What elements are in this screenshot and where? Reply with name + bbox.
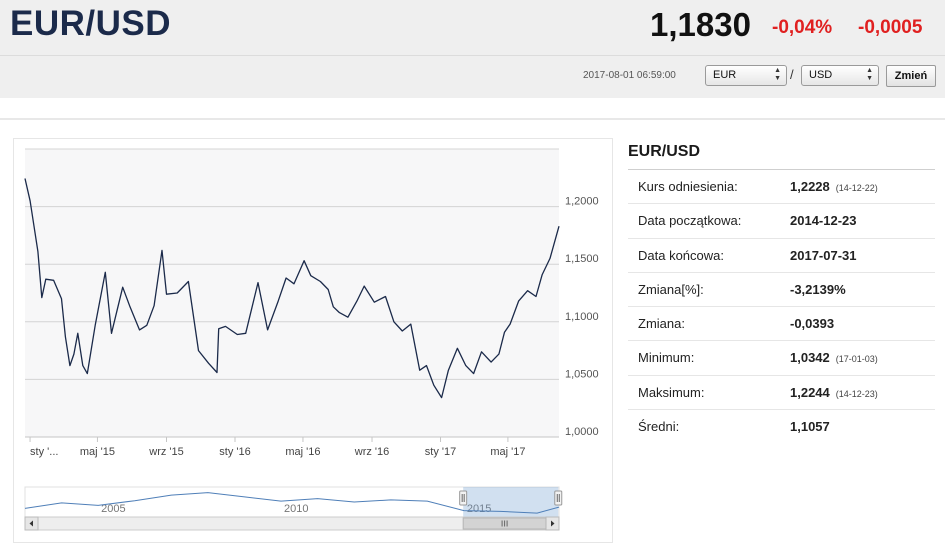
stats-value: 1,1057: [790, 419, 830, 435]
price-chart[interactable]: 1,0000 1,0500 1,1000 1,1500 1,2000 sty '... ma…: [14, 139, 614, 544]
stats-value: 1,0342: [790, 350, 830, 366]
y-tick-label: 1,1000: [565, 311, 599, 323]
to-currency-select[interactable]: USD ▲ ▼: [801, 65, 879, 86]
stats-row: Data końcowa: 2017-07-31: [628, 239, 935, 273]
price-series-line: [24, 178, 560, 399]
x-tick-label: maj '17: [490, 446, 525, 458]
content-area: [0, 118, 945, 547]
stats-value: 1,2244: [790, 384, 830, 400]
current-price: 1,1830: [650, 6, 751, 43]
stats-title: EUR/USD: [628, 143, 701, 160]
currency-separator: /: [790, 67, 794, 82]
change-percent: -0,04%: [772, 17, 833, 38]
from-currency-select[interactable]: EUR ▲ ▼: [705, 65, 787, 86]
change-absolute: -0,0005: [858, 17, 923, 38]
stats-row: Minimum: 1,0342 (17-01-03): [628, 341, 935, 376]
header-divider: [0, 55, 945, 56]
x-tick-label: sty '17: [425, 446, 456, 458]
x-tick-label: maj '15: [80, 446, 115, 458]
stats-value: -0,0393: [790, 316, 835, 332]
stats-date: (14-12-23): [835, 388, 878, 399]
y-tick-label: 1,0000: [565, 426, 599, 438]
stats-date: (14-12-22): [835, 183, 878, 193]
y-tick-label: 1,1500: [565, 253, 599, 265]
stats-date: (17-01-03): [835, 354, 878, 365]
x-tick-label: maj '16: [285, 446, 320, 458]
x-tick-label: wrz '15: [148, 446, 184, 458]
x-tick-label: sty '...: [30, 446, 58, 458]
stats-value: 2014-12-23: [790, 213, 857, 229]
navigator-label: 2015: [467, 503, 491, 515]
quote-timestamp: 2017-08-01 06:59:00: [583, 70, 676, 81]
navigator-label: 2010: [284, 503, 308, 515]
change-button[interactable]: Zmień: [886, 65, 936, 87]
stats-row: Kurs odniesienia: 1,2228 (14-12-22): [628, 170, 935, 205]
stats-value: -3,2139%: [790, 281, 846, 297]
stats-label: Minimum:: [638, 350, 695, 366]
navigator-handle[interactable]: [554, 490, 563, 506]
navigator-label: 2005: [101, 503, 125, 515]
chevron-right-icon: [551, 520, 555, 527]
stats-value: 2017-07-31: [790, 247, 857, 263]
stats-label: Zmiana[%]:: [638, 281, 704, 297]
stats-label: Data początkowa:: [638, 213, 742, 229]
page-title: EUR/USD: [10, 4, 172, 43]
stats-row: Maksimum: 1,2244 (14-12-23): [628, 376, 935, 411]
plot-background: [25, 149, 559, 437]
stats-value: 1,2228: [790, 179, 830, 194]
stats-row: Zmiana[%]: -3,2139%: [628, 273, 935, 308]
stats-label: Data końcowa:: [638, 247, 724, 263]
chevron-left-icon: [29, 520, 33, 527]
stats-row: Średni: 1,1057: [628, 410, 935, 444]
to-currency-value: USD: [809, 69, 833, 81]
x-tick-label: wrz '16: [354, 446, 390, 458]
x-tick-label: sty '16: [219, 446, 250, 458]
stats-label: Maksimum:: [638, 384, 705, 400]
stats-row: Zmiana: -0,0393: [628, 307, 935, 342]
y-tick-label: 1,2000: [565, 196, 599, 208]
header-bar: EUR/USD 1,1830 -0,04% -0,0005 2017-08-01…: [0, 0, 945, 98]
stats-table: Kurs odniesienia: 1,2228 (14-12-22) Data p…: [628, 170, 935, 444]
stats-row: Data początkowa: 2014-12-23: [628, 204, 935, 239]
navigator-handle[interactable]: [459, 490, 468, 506]
stats-label: Zmiana:: [638, 316, 685, 332]
from-currency-value: EUR: [713, 69, 737, 81]
stats-label: Kurs odniesienia:: [638, 179, 738, 194]
navigator-series-line: [24, 492, 560, 514]
navigator-frame: [24, 486, 560, 518]
navigator-selection: [463, 487, 559, 517]
select-arrows-icon: ▲ ▼: [866, 67, 873, 82]
stats-divider: [628, 169, 935, 170]
select-arrows-icon: ▲ ▼: [774, 67, 781, 82]
stats-label: Średni:: [638, 419, 680, 435]
chart-container: 1,0000 1,0500 1,1000 1,1500 1,2000 sty '... ma…: [13, 138, 613, 543]
y-tick-label: 1,0500: [565, 368, 599, 380]
